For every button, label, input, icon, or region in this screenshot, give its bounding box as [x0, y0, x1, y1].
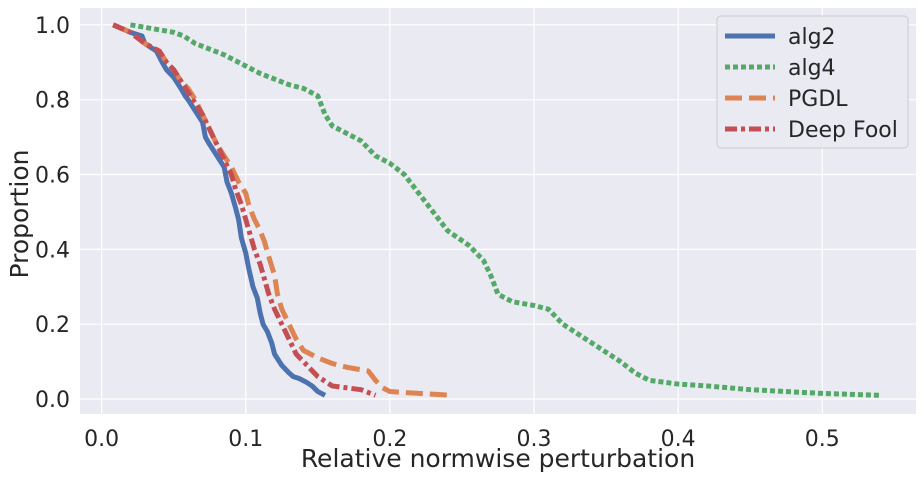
- series-line-deep-fool: [112, 22, 377, 398]
- series-line-alg2: [112, 22, 327, 398]
- x-tick-label: 0.4: [661, 427, 696, 452]
- legend-label-deep-fool: Deep Fool: [788, 118, 898, 143]
- x-axis-ticks: 0.0 0.1 0.2 0.3 0.4 0.5: [84, 427, 840, 452]
- legend-label-alg4: alg4: [788, 56, 836, 81]
- x-axis-label: Relative normwise perturbation: [301, 444, 695, 473]
- x-tick-label: 0.3: [517, 427, 552, 452]
- y-axis-label: Proportion: [5, 150, 34, 279]
- y-tick-label: 0.6: [35, 164, 70, 189]
- x-tick-label: 0.2: [372, 427, 407, 452]
- legend: alg2 alg4 PGDL Deep Fool: [716, 15, 909, 149]
- legend-label-pgdl: PGDL: [788, 87, 848, 112]
- y-tick-label: 0.4: [35, 238, 70, 263]
- legend-label-alg2: alg2: [788, 25, 836, 50]
- legend-box: [716, 15, 909, 149]
- series-line-alg4: [130, 22, 881, 398]
- y-tick-label: 0.0: [35, 388, 70, 413]
- series-lines: [112, 22, 881, 398]
- x-tick-label: 0.0: [84, 427, 119, 452]
- y-tick-label: 0.8: [35, 89, 70, 114]
- x-tick-label: 0.1: [228, 427, 263, 452]
- y-tick-label: 0.2: [35, 313, 70, 338]
- y-tick-label: 1.0: [35, 14, 70, 39]
- y-axis-ticks: 0.0 0.2 0.4 0.6 0.8 1.0: [35, 14, 70, 413]
- x-tick-label: 0.5: [805, 427, 840, 452]
